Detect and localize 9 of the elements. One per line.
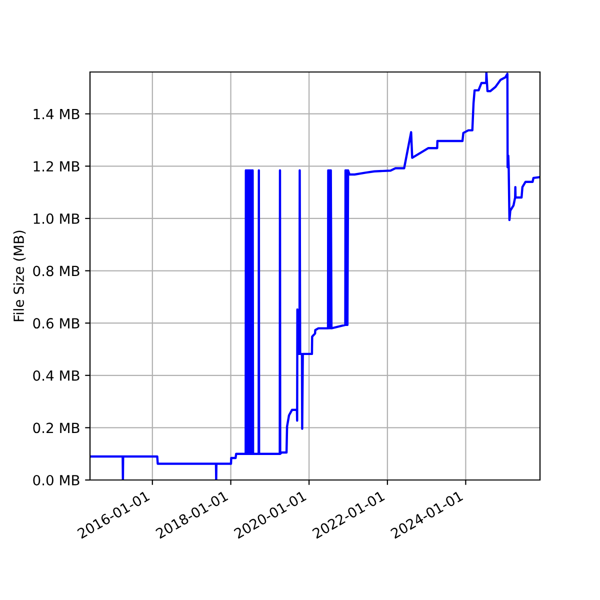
- y-tick-label: 0.0 MB: [33, 474, 80, 486]
- y-tick-label: 0.6 MB: [33, 318, 80, 329]
- y-tick-label: 1.2 MB: [34, 161, 80, 172]
- y-tick-label: 0.8 MB: [33, 266, 80, 276]
- y-axis-title: File Size (MB): [13, 230, 26, 322]
- y-tick-label: 1.0 MB: [34, 213, 80, 224]
- y-tick-label: 1.4 MB: [34, 108, 80, 120]
- y-tick-label: 0.4 MB: [33, 370, 80, 381]
- y-tick-label: 0.2 MB: [33, 422, 80, 434]
